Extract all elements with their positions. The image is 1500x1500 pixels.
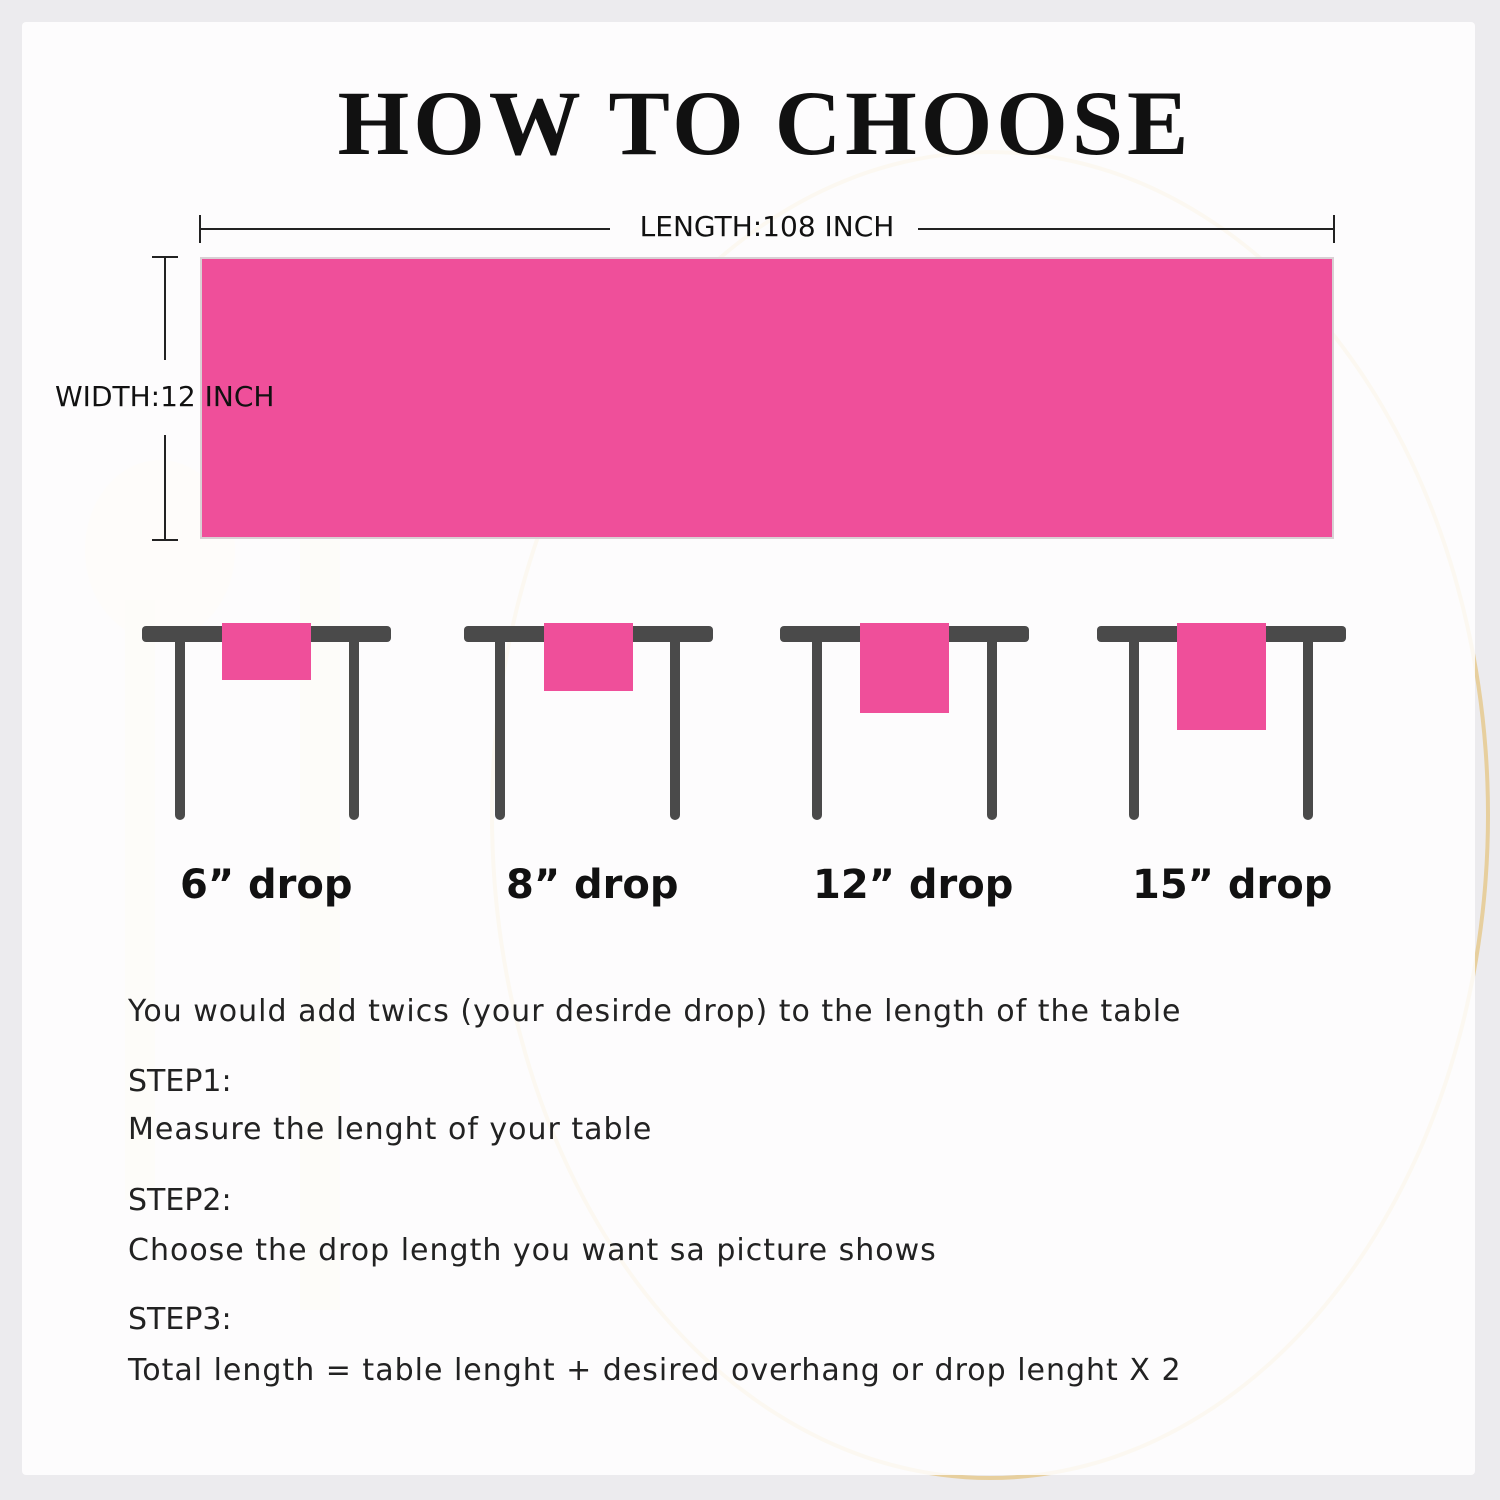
runner-drop [860,623,949,713]
table-leg [495,634,505,820]
table-leg [670,634,680,820]
width-line-top [164,257,166,360]
step3-text: Total length = table lenght + desired ov… [128,1353,1182,1388]
width-label: WIDTH:12 INCH [55,380,275,413]
table-leg [987,634,997,820]
runner-drop [222,623,311,680]
drop-label-12: 12” drop [813,862,1014,908]
drop-label-8: 8” drop [506,862,679,908]
intro-text: You would add twics (your desirde drop) … [128,994,1182,1029]
table-leg [1129,634,1139,820]
drop-label-15: 15” drop [1132,862,1333,908]
table-diagram-12 [780,620,1030,820]
length-label: LENGTH:108 INCH [639,210,895,243]
step3-title: STEP3: [128,1302,232,1337]
table-leg [812,634,822,820]
length-line-right [918,228,1334,230]
table-leg [349,634,359,820]
length-tick-right [1333,215,1335,243]
runner-drop [1177,623,1266,730]
table-leg [175,634,185,820]
width-tick-bottom [152,539,178,541]
drop-label-6: 6” drop [180,862,353,908]
step1-title: STEP1: [128,1064,232,1099]
table-diagram-6 [142,620,392,820]
table-leg [1303,634,1313,820]
length-line-left [200,228,610,230]
table-diagram-8 [464,620,714,820]
step2-title: STEP2: [128,1183,232,1218]
step1-text: Measure the lenght of your table [128,1112,653,1147]
step2-text: Choose the drop length you want sa pictu… [128,1233,937,1268]
table-runner-swatch [200,257,1334,539]
table-diagram-15 [1097,620,1347,820]
width-line-bottom [164,435,166,540]
runner-drop [544,623,633,691]
page-title: HOW TO CHOOSE [337,72,1193,174]
